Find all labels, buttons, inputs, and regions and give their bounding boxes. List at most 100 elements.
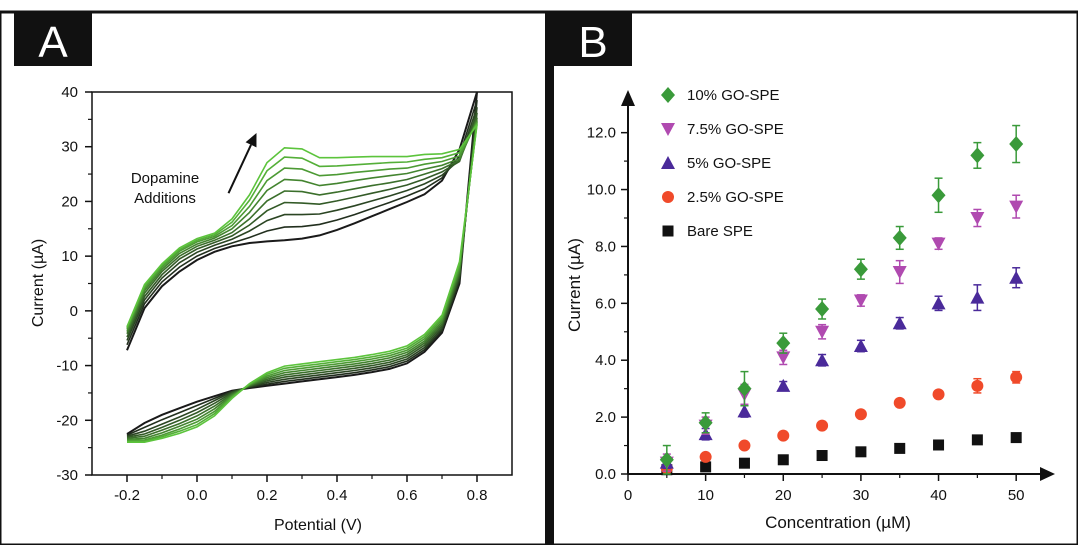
cv-forward-scan-2 <box>126 99 478 346</box>
data-point <box>971 379 984 392</box>
a-y-tick-label: -20 <box>56 412 78 429</box>
series-10-go-spe <box>659 124 1024 475</box>
a-x-tick-label: 0.6 <box>397 487 418 504</box>
data-point <box>737 404 752 418</box>
legend-label: 5% GO-SPE <box>687 155 771 172</box>
data-point <box>776 351 791 365</box>
b-x-tick-label: 0 <box>624 487 632 504</box>
data-point <box>659 451 674 468</box>
data-point <box>853 339 868 352</box>
panel-a: A -0.2 0.0 0.2 0.4 0.6 0.8-30-20-10010203040 … <box>14 12 513 534</box>
annotation-arrow <box>227 144 252 194</box>
panel-b-points <box>659 124 1024 476</box>
b-y-tick-label: 2.0 <box>595 409 616 426</box>
data-point <box>1009 136 1024 153</box>
legend-marker <box>662 225 674 237</box>
cv-reverse-scan-8 <box>126 123 478 443</box>
b-y-tick-label: 12.0 <box>587 125 616 142</box>
legend-label: 10% GO-SPE <box>687 87 780 104</box>
data-point <box>854 408 867 421</box>
cv-forward-scan-4 <box>126 112 478 338</box>
b-x-tick-label: 40 <box>930 487 947 504</box>
data-point <box>931 296 946 310</box>
data-point <box>1009 270 1024 284</box>
data-point <box>931 237 946 251</box>
data-point <box>853 261 868 278</box>
annotation-line-1: Dopamine <box>131 170 199 187</box>
legend-marker <box>661 87 675 103</box>
annotation-line-2: Additions <box>134 190 196 207</box>
a-y-tick-label: 40 <box>61 84 78 101</box>
a-x-tick-label: 0.0 <box>187 487 208 504</box>
cv-reverse-scan-4 <box>126 112 478 438</box>
panel-b-x-axis-label: Concentration (µM) <box>765 513 911 532</box>
cv-forward-scan-6 <box>126 120 478 332</box>
a-y-tick-label: -10 <box>56 358 78 375</box>
cv-forward-scan-8 <box>126 123 478 329</box>
data-point <box>892 266 907 280</box>
cv-reverse-scan-1 <box>126 91 478 435</box>
cv-forward-scan-9 <box>126 124 478 328</box>
annotation-arrowhead <box>245 133 257 148</box>
cv-forward-scan-1 <box>126 91 478 351</box>
cv-reverse-scan-5 <box>126 117 478 440</box>
legend-label: 2.5% GO-SPE <box>687 189 784 206</box>
a-x-tick-label: 0.4 <box>327 487 348 504</box>
a-y-tick-label: 20 <box>61 193 78 210</box>
panel-a-annotation: Dopamine Additions <box>131 133 257 207</box>
data-point <box>970 290 985 304</box>
b-y-tick-label: 10.0 <box>587 182 616 199</box>
data-point <box>776 378 791 392</box>
legend-marker <box>662 191 674 203</box>
b-y-tick-label: 6.0 <box>595 295 616 312</box>
panel-b-ticks: 0 10 20 30 40 50 0.0 2.0 4.0 6.0 8.0 10.0 12.0 <box>587 125 1025 504</box>
cv-forward-scan-3 <box>126 107 478 341</box>
data-point <box>1009 200 1024 214</box>
data-point <box>971 434 983 446</box>
data-point <box>700 461 712 473</box>
a-y-tick-label: 30 <box>61 139 78 156</box>
data-point <box>815 325 830 339</box>
b-y-tick-label: 4.0 <box>595 352 616 369</box>
a-y-tick-label: 10 <box>61 248 78 265</box>
data-point <box>738 457 750 469</box>
data-point <box>816 450 828 462</box>
data-point <box>777 429 790 442</box>
data-point <box>777 454 789 466</box>
data-point <box>1010 432 1022 444</box>
cv-reverse-scan-7 <box>126 122 478 442</box>
panel-a-ticks: -0.2 0.0 0.2 0.4 0.6 0.8 -30 -20 -10 0 10 20 30 40 <box>56 84 487 504</box>
b-y-tick-label: 8.0 <box>595 238 616 255</box>
b-x-tick-label: 30 <box>853 487 870 504</box>
a-y-tick-label: 0 <box>70 303 78 320</box>
cv-reverse-scan-3 <box>126 107 478 437</box>
legend-marker <box>661 123 675 136</box>
panel-b-x-axis-arrow <box>1040 467 1055 481</box>
panel-divider <box>545 12 554 545</box>
b-x-tick-label: 20 <box>775 487 792 504</box>
panel-b-label-box <box>554 12 632 66</box>
data-point <box>776 335 791 352</box>
legend-item: Bare SPE <box>662 223 753 240</box>
a-x-tick-label: 0.2 <box>257 487 278 504</box>
data-point <box>737 380 752 397</box>
a-x-tick-label: 0.8 <box>467 487 488 504</box>
data-point <box>892 316 907 330</box>
data-point <box>698 414 713 431</box>
legend-marker <box>661 156 675 169</box>
panel-a-label: A <box>38 18 68 67</box>
legend-item: 10% GO-SPE <box>661 87 780 104</box>
legend-item: 7.5% GO-SPE <box>661 121 784 138</box>
data-point <box>853 294 868 308</box>
legend-item: 2.5% GO-SPE <box>662 189 784 206</box>
panel-a-label-box <box>14 12 92 66</box>
panel-b-y-axis-arrow <box>621 90 635 106</box>
data-point <box>970 147 985 164</box>
b-x-tick-label: 50 <box>1008 487 1025 504</box>
a-x-tick-label: -0.2 <box>114 487 140 504</box>
data-point <box>894 442 906 454</box>
data-point <box>970 212 985 225</box>
data-point <box>893 396 906 409</box>
data-point <box>815 301 830 318</box>
legend-label: 7.5% GO-SPE <box>687 121 784 138</box>
